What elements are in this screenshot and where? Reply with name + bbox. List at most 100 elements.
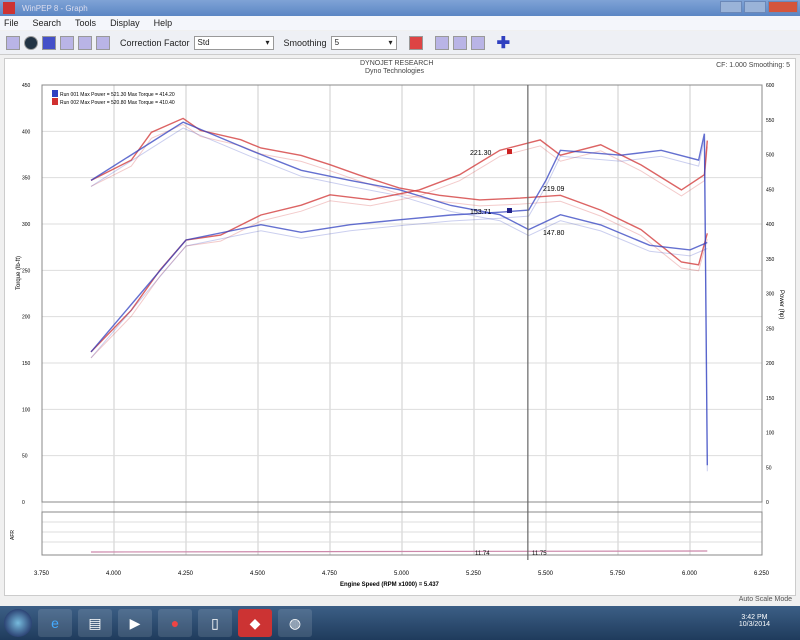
x-tick-label: 5.250 [466,571,482,577]
x-tick-label: 4.250 [178,571,194,577]
graph-3-icon[interactable] [96,35,110,50]
chrome-icon[interactable]: ● [158,609,192,637]
readout-red-torque: 219.09 [543,186,565,193]
y-tick-label: 150 [22,361,31,367]
zoom-reset-icon[interactable] [470,35,485,50]
y2-tick-label: 350 [766,257,775,263]
toolbar: Correction Factor Std ▾ Smoothing 5 ▾ ✚ [0,31,800,55]
taskbar: e ▤ ▶ ● ▯ ◆ ◍ 3:42 PM 10/3/2014 [0,606,800,640]
zoom-in-icon[interactable] [434,35,449,50]
y-tick-label: 450 [22,83,31,89]
y-tick-label: 350 [22,176,31,182]
cursor-crosshair-icon[interactable]: ✚ [496,34,510,52]
clock[interactable]: 3:42 PM 10/3/2014 [738,614,770,628]
y2-tick-label: 0 [766,500,769,506]
readout-blue-torque: 147.80 [543,230,565,237]
y2-tick-label: 450 [766,187,775,193]
header-right: CF: 1.000 Smoothing: 5 [716,62,790,69]
start-button[interactable] [4,609,32,637]
y2-tick-label: 500 [766,153,775,159]
series-line-shadow [90,139,708,472]
x-tick-label: 5.750 [610,571,626,577]
menu-help[interactable]: Help [153,18,173,28]
legend: Run 001 Max Power = 521.30 Max Torque = … [52,90,175,106]
x-tick-label: 6.000 [682,571,698,577]
correction-factor-label: Correction Factor [120,37,190,48]
afr-line [90,550,708,553]
y-tick-label: 200 [22,315,31,321]
zoom-out-icon[interactable] [452,35,467,50]
y2-tick-label: 300 [766,292,775,298]
title-bar: WinPEP 8 - Graph [0,0,800,16]
y2-axis-label: Power (hp) [778,290,784,319]
legend-run1: Run 001 Max Power = 521.30 Max Torque = … [60,92,175,98]
menu-bar: File Search Tools Display Help [0,16,800,30]
menu-display[interactable]: Display [110,18,140,28]
notepad-icon[interactable]: ▯ [198,609,232,637]
series-line [90,121,708,251]
media-player-icon[interactable]: ▶ [118,609,152,637]
lower-readout-red: 11.75 [532,551,547,557]
open-icon[interactable] [6,35,20,50]
maximize-button[interactable] [744,1,766,13]
y2-tick-label: 150 [766,396,775,402]
x-axis-cursor-label: Engine Speed (RPM x1000) = 5.437 [340,582,440,588]
x-tick-label: 5.000 [394,571,410,577]
series-line-shadow [90,145,708,359]
dyno-chart[interactable]: 3.750 4.000 4.250 4.500 4.750 5.000 5.250 5.500… [0,0,800,600]
series-line [90,139,708,353]
x-tick-label: 4.500 [250,571,266,577]
y-tick-label: 0 [22,500,25,506]
close-button[interactable] [768,1,798,13]
y2-tick-label: 400 [766,222,775,228]
status-bar: Auto Scale Mode [738,596,792,603]
y2-tick-label: 50 [766,465,772,471]
y-axis-label: Torque (lb-ft) [16,256,22,290]
legend-swatch-run1 [52,90,58,97]
x-tick-label: 3.750 [34,571,50,577]
minimize-button[interactable] [720,1,742,13]
header-line2: Dyno Technologies [365,68,425,75]
readout-blue-power: 153.71 [470,209,492,216]
lower-readout-blue: 11.74 [475,551,490,557]
graph-icon[interactable] [42,35,56,50]
smoothing-select[interactable]: 5 ▾ [330,35,397,50]
winpep-icon[interactable]: ◆ [238,609,272,637]
y-tick-label: 300 [22,222,31,228]
network-icon[interactable]: ◍ [278,609,312,637]
y-tick-label: 100 [22,407,31,413]
y-tick-label: 50 [22,454,28,460]
y2-tick-label: 100 [766,431,775,437]
x-tick-label: 6.250 [754,571,770,577]
plot-frame [41,84,763,503]
run-icon[interactable] [24,35,38,50]
graph-panel [4,58,796,596]
y2-tick-label: 250 [766,326,775,332]
correction-factor-select[interactable]: Std ▾ [193,35,274,50]
y-tick-label: 400 [22,129,31,135]
lower-plot-frame [41,511,763,556]
legend-run2: Run 002 Max Power = 520.80 Max Torque = … [60,100,175,106]
ie-icon[interactable]: e [38,609,72,637]
explorer-icon[interactable]: ▤ [78,609,112,637]
delete-icon[interactable] [408,35,423,50]
chevron-down-icon: ▾ [388,38,393,47]
smoothing-label: Smoothing [283,37,327,48]
app-icon [3,2,15,14]
header-line1: DYNOJET RESEARCH [360,60,434,67]
graph-1-icon[interactable] [60,35,74,50]
readout-marker [507,208,512,213]
menu-file[interactable]: File [4,18,19,28]
series-line [90,133,708,466]
chevron-down-icon: ▾ [265,38,270,47]
legend-swatch-run2 [52,98,58,105]
menu-tools[interactable]: Tools [75,18,97,28]
y2-tick-label: 600 [766,83,775,89]
y2-tick-label: 550 [766,118,775,124]
menu-search[interactable]: Search [32,18,62,28]
series-line [90,117,708,266]
y2-tick-label: 200 [766,361,775,367]
graph-2-icon[interactable] [78,35,92,50]
readout-red-power: 221.30 [470,150,492,157]
x-tick-label: 4.750 [322,571,338,577]
